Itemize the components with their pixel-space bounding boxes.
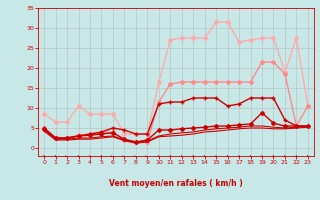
X-axis label: Vent moyen/en rafales ( km/h ): Vent moyen/en rafales ( km/h ) (109, 179, 243, 188)
